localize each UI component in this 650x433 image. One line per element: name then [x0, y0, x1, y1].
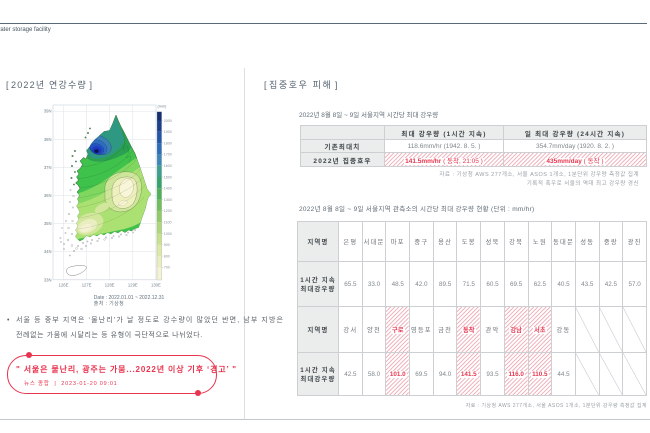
svg-text:출처 : 기상청: 출처 : 기상청: [94, 300, 124, 307]
svg-text:34N: 34N: [44, 249, 52, 254]
svg-text:2000: 2000: [164, 119, 172, 123]
svg-text:1800: 1800: [164, 141, 172, 145]
svg-text:1700: 1700: [164, 153, 172, 157]
svg-text:1000: 1000: [164, 232, 172, 236]
svg-text:38N: 38N: [44, 137, 52, 142]
svg-text:36N: 36N: [44, 193, 52, 198]
svg-text:129E: 129E: [128, 283, 138, 288]
svg-text:39N: 39N: [44, 109, 52, 114]
svg-text:800: 800: [164, 254, 170, 258]
svg-text:1600: 1600: [164, 164, 172, 168]
svg-text:1100: 1100: [164, 221, 172, 225]
svg-text:128E: 128E: [105, 283, 115, 288]
svg-text:700: 700: [164, 266, 170, 270]
svg-text:127E: 127E: [82, 283, 92, 288]
svg-text:35N: 35N: [44, 221, 52, 226]
svg-text:1500: 1500: [164, 175, 172, 179]
svg-text:37N: 37N: [44, 165, 52, 170]
svg-text:1300: 1300: [164, 198, 172, 202]
svg-text:1900: 1900: [164, 130, 172, 134]
svg-text:Date : 2022.01.01 ~ 2022.12.31: Date : 2022.01.01 ~ 2022.12.31: [94, 295, 165, 301]
svg-text:126E: 126E: [59, 283, 69, 288]
svg-text:(mm): (mm): [158, 105, 168, 109]
svg-text:130E: 130E: [151, 283, 161, 288]
svg-text:33N: 33N: [44, 277, 52, 282]
svg-text:900: 900: [164, 243, 170, 247]
svg-text:1200: 1200: [164, 209, 172, 213]
svg-text:1400: 1400: [164, 187, 172, 191]
